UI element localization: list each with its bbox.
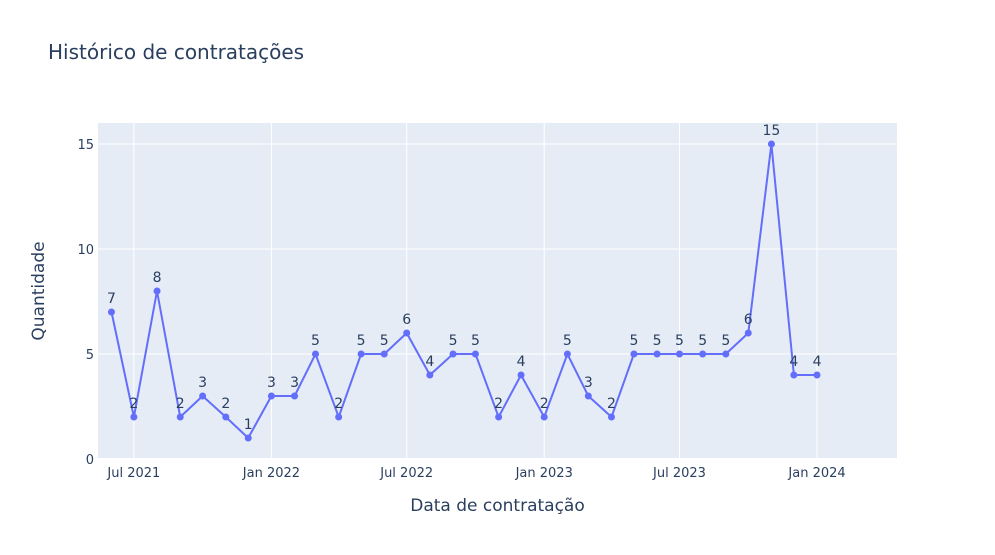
data-point[interactable] xyxy=(471,350,479,358)
data-point[interactable] xyxy=(517,371,525,379)
data-label: 5 xyxy=(629,333,638,349)
data-label: 5 xyxy=(357,333,366,349)
data-label: 2 xyxy=(540,396,549,412)
data-label: 2 xyxy=(221,396,230,412)
data-label: 6 xyxy=(402,312,411,328)
x-tick-label: Jan 2023 xyxy=(515,466,573,481)
data-label: 5 xyxy=(471,333,480,349)
data-label: 2 xyxy=(494,396,503,412)
y-tick-label: 5 xyxy=(86,348,94,363)
data-point[interactable] xyxy=(267,392,275,400)
data-point[interactable] xyxy=(291,392,299,400)
x-tick-label: Jul 2022 xyxy=(379,466,433,481)
data-label: 4 xyxy=(517,354,526,370)
data-point[interactable] xyxy=(630,350,638,358)
data-point[interactable] xyxy=(244,434,252,442)
data-point[interactable] xyxy=(540,413,548,421)
x-tick-label: Jul 2023 xyxy=(652,466,706,481)
data-label: 6 xyxy=(744,312,753,328)
data-label: 7 xyxy=(107,291,116,307)
data-point[interactable] xyxy=(335,413,343,421)
data-label: 3 xyxy=(584,375,593,391)
data-label: 2 xyxy=(176,396,185,412)
data-point[interactable] xyxy=(153,287,161,295)
data-label: 5 xyxy=(311,333,320,349)
data-point[interactable] xyxy=(584,392,592,400)
data-label: 4 xyxy=(425,354,434,370)
data-label: 2 xyxy=(129,396,138,412)
y-tick-label: 0 xyxy=(86,453,94,468)
data-point[interactable] xyxy=(699,350,707,358)
data-point[interactable] xyxy=(607,413,615,421)
data-label: 8 xyxy=(153,270,162,286)
series-line xyxy=(110,143,817,440)
data-point[interactable] xyxy=(380,350,388,358)
data-label: 3 xyxy=(267,375,276,391)
y-tick-label: 15 xyxy=(77,138,94,153)
data-label: 5 xyxy=(563,333,572,349)
data-point[interactable] xyxy=(222,413,230,421)
y-tick-label: 10 xyxy=(77,243,94,258)
data-point[interactable] xyxy=(653,350,661,358)
data-point[interactable] xyxy=(312,350,320,358)
data-point[interactable] xyxy=(199,392,207,400)
chart-title: Histórico de contratações xyxy=(48,40,305,64)
data-point[interactable] xyxy=(426,371,434,379)
x-tick-label: Jul 2021 xyxy=(106,466,160,481)
data-point[interactable] xyxy=(449,350,457,358)
data-point[interactable] xyxy=(176,413,184,421)
data-label: 5 xyxy=(653,333,662,349)
x-tick-label: Jan 2022 xyxy=(242,466,300,481)
data-label: 5 xyxy=(380,333,389,349)
y-axis-ticks: 0 5 10 15 xyxy=(77,138,94,468)
x-tick-label: Jan 2024 xyxy=(787,466,845,481)
data-point[interactable] xyxy=(675,350,683,358)
data-points xyxy=(107,140,821,442)
data-label: 5 xyxy=(698,333,707,349)
data-label: 5 xyxy=(449,333,458,349)
data-label: 1 xyxy=(244,417,253,433)
data-point[interactable] xyxy=(790,371,798,379)
data-point[interactable] xyxy=(767,140,775,148)
data-label: 5 xyxy=(721,333,730,349)
data-label: 5 xyxy=(675,333,684,349)
data-label: 4 xyxy=(789,354,798,370)
y-axis-title: Quantidade xyxy=(29,241,49,340)
data-point[interactable] xyxy=(722,350,730,358)
data-point[interactable] xyxy=(403,329,411,337)
plot-area xyxy=(98,123,897,459)
data-point[interactable] xyxy=(744,329,752,337)
data-label: 4 xyxy=(813,354,822,370)
grid-lines xyxy=(98,123,897,460)
data-label: 3 xyxy=(198,375,207,391)
data-point[interactable] xyxy=(357,350,365,358)
data-label: 3 xyxy=(290,375,299,391)
x-axis-title: Data de contratação xyxy=(410,496,585,516)
data-label: 2 xyxy=(607,396,616,412)
data-point[interactable] xyxy=(813,371,821,379)
data-point[interactable] xyxy=(130,413,138,421)
x-axis-ticks: Jul 2021 Jan 2022 Jul 2022 Jan 2023 Jul 2023… xyxy=(106,466,845,481)
data-point[interactable] xyxy=(495,413,503,421)
data-label: 2 xyxy=(334,396,343,412)
data-point[interactable] xyxy=(563,350,571,358)
data-point[interactable] xyxy=(107,308,115,316)
data-label: 15 xyxy=(763,123,781,139)
